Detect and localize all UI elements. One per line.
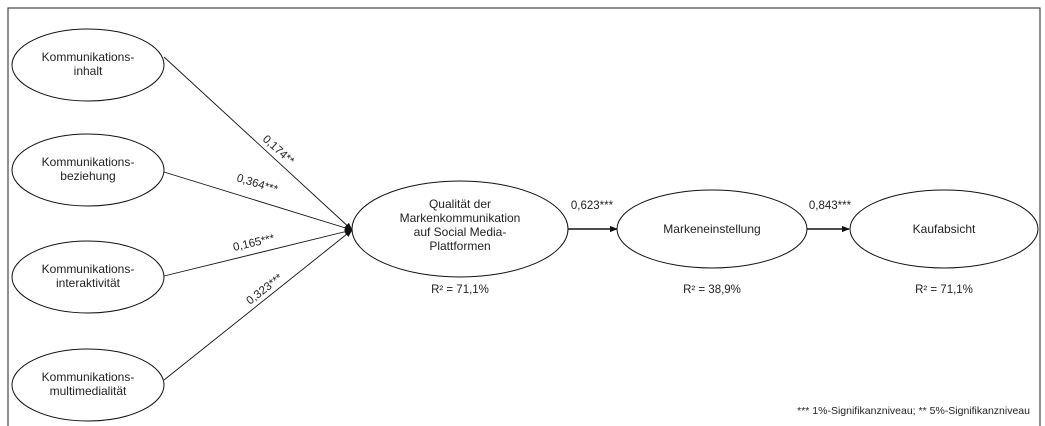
- arrow-inhalt: [163, 56, 353, 231]
- input-node-multimedialitaet: Kommunikations- multimedialität: [11, 348, 165, 422]
- coefficient-interaktivitaet: 0,165***: [232, 233, 276, 254]
- arrow-multimedialitaet: [163, 229, 353, 381]
- quality-r2: R² = 71,1%: [431, 284, 489, 296]
- input-label-line1: Kommunikations-: [42, 370, 135, 384]
- coefficient-multimedialitaet: 0,323***: [244, 272, 285, 308]
- input-node-beziehung: Kommunikations- beziehung: [11, 133, 165, 207]
- quality-label-line1: Qualität der: [429, 197, 491, 211]
- quality-node: Qualität der Markenkommunikation auf Soc…: [351, 180, 569, 278]
- quality-label-line4: Plattformen: [429, 239, 490, 253]
- input-label-line2: multimedialität: [50, 384, 127, 398]
- input-label-line1: Kommunikations-: [42, 155, 135, 169]
- input-label-line1: Kommunikations-: [42, 262, 135, 276]
- intention-r2: R² = 71,1%: [915, 284, 973, 296]
- intention-label: Kaufabsicht: [913, 222, 976, 236]
- input-label-line2: beziehung: [60, 169, 115, 183]
- coefficient-beziehung: 0,364***: [235, 172, 279, 196]
- significance-footnote: *** 1%-Signifikanzniveau; ** 5%-Signifik…: [797, 405, 1030, 417]
- input-arrows: [163, 56, 353, 381]
- arrow-interaktivitaet: [163, 228, 353, 277]
- input-label-line1: Kommunikations-: [42, 50, 135, 64]
- input-label-line2: inhalt: [74, 64, 103, 78]
- attitude-r2: R² = 38,9%: [683, 284, 741, 296]
- input-label-line2: interaktivität: [56, 276, 121, 290]
- quality-label-line2: Markenkommunikation: [400, 211, 521, 225]
- arrow-beziehung: [163, 171, 353, 231]
- attitude-label: Markeneinstellung: [663, 222, 760, 236]
- input-node-interaktivitaet: Kommunikations- interaktivität: [11, 240, 165, 314]
- quality-label-line3: auf Social Media-: [414, 225, 507, 239]
- frame-border: [7, 7, 1041, 426]
- attitude-node: Markeneinstellung: [616, 189, 808, 269]
- coefficient-attitude-to-intention: 0,843***: [809, 200, 852, 212]
- intention-node: Kaufabsicht: [849, 189, 1039, 269]
- coefficient-quality-to-attitude: 0,623***: [571, 200, 614, 212]
- input-node-inhalt: Kommunikations- inhalt: [11, 28, 165, 102]
